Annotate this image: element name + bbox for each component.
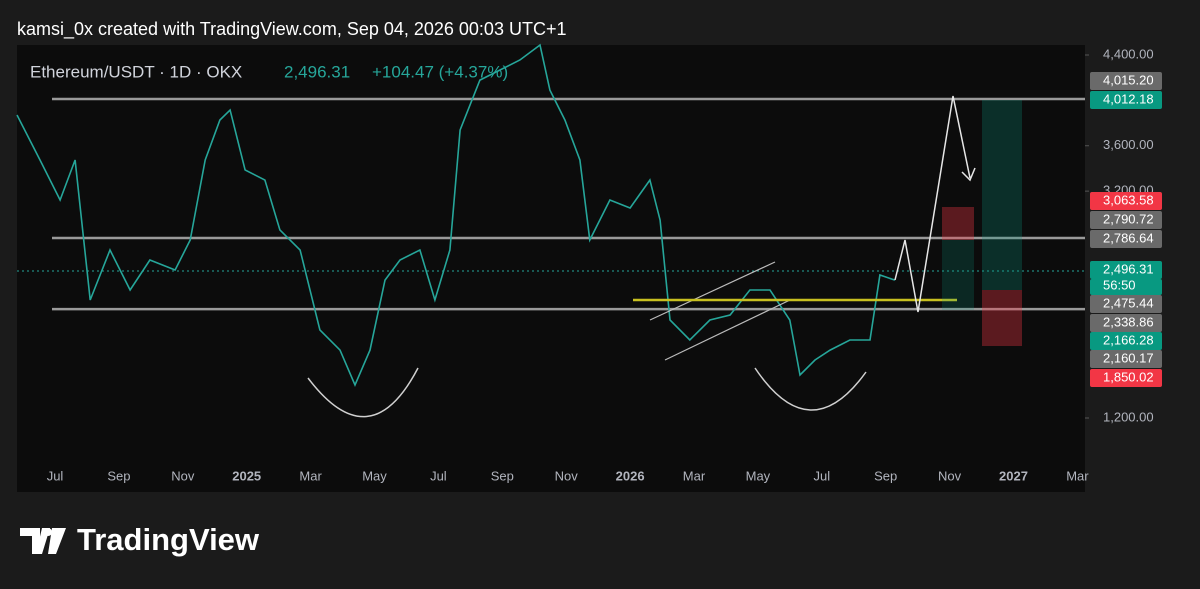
y-tick-label: 3,600.00	[1103, 137, 1154, 152]
x-tick-label: 2025	[232, 468, 261, 483]
x-tick-label: May	[362, 468, 387, 483]
price-badge-label: 56:50	[1103, 277, 1136, 292]
x-tick-label: Jul	[430, 468, 447, 483]
price-badge-label: 2,166.28	[1103, 332, 1154, 347]
price-badge	[1090, 91, 1162, 109]
plot	[16, 43, 1089, 419]
price-badge	[1090, 314, 1162, 332]
price-badge	[1090, 230, 1162, 248]
last-price: 2,496.31	[284, 62, 350, 81]
symbol: Ethereum/USDT · 1D · OKX	[30, 62, 242, 81]
x-tick-label: 2026	[616, 468, 645, 483]
price-badge	[1090, 369, 1162, 387]
price-badge-label: 2,338.86	[1103, 314, 1154, 329]
price-badge	[1090, 261, 1162, 279]
change: +104.47 (+4.37%)	[372, 62, 508, 81]
projection	[894, 95, 971, 313]
stop-zone	[982, 290, 1022, 346]
price-badge-label: 2,475.44	[1103, 295, 1154, 310]
arc	[307, 367, 419, 418]
price-badge-label: 1,850.02	[1103, 369, 1154, 384]
brand-name: TradingView	[77, 522, 260, 557]
x-tick-label: Nov	[171, 468, 195, 483]
x-tick-label: Sep	[107, 468, 130, 483]
x-tick-label: May	[746, 468, 771, 483]
y-tick-label: 4,400.00	[1103, 46, 1154, 61]
price-badge-label: 2,160.17	[1103, 350, 1154, 365]
x-tick-label: Mar	[299, 468, 322, 483]
x-tick-label: Sep	[874, 468, 897, 483]
brand-logo-dot	[44, 528, 52, 536]
price-badge-label: 4,012.18	[1103, 91, 1154, 106]
x-tick-label: Jul	[47, 468, 64, 483]
brand-logo	[20, 528, 66, 554]
x-tick-label: Mar	[1066, 468, 1089, 483]
price-badge-label: 2,496.31	[1103, 261, 1154, 276]
x-tick-label: Sep	[491, 468, 514, 483]
arrow-head	[961, 167, 976, 182]
x-tick-label: 2027	[999, 468, 1028, 483]
credit: kamsi_0x created with TradingView.com, S…	[17, 19, 566, 40]
price-badge	[1090, 211, 1162, 229]
chart-panel	[17, 45, 1085, 492]
price-line	[16, 43, 896, 388]
channel-line	[664, 299, 791, 361]
price-badge	[1090, 279, 1162, 295]
x-tick-label: Nov	[938, 468, 962, 483]
price-badge	[1090, 295, 1162, 313]
price-badge	[1090, 350, 1162, 368]
brand: TradingView	[20, 522, 260, 557]
price-badge-label: 4,015.20	[1103, 72, 1154, 87]
drawings	[307, 95, 1022, 418]
arc	[754, 367, 867, 411]
price-badge-label: 2,790.72	[1103, 211, 1154, 226]
price-badge	[1090, 72, 1162, 90]
legend: Ethereum/USDT · 1D · OKX 2,496.31 +104.4…	[30, 62, 508, 81]
target-zone	[942, 240, 974, 310]
target-zone	[982, 100, 1022, 290]
x-tick-label: Nov	[555, 468, 579, 483]
price-badge-label: 3,063.58	[1103, 192, 1154, 207]
price-badge	[1090, 332, 1162, 350]
stop-zone	[942, 207, 974, 240]
price-badge-label: 2,786.64	[1103, 230, 1154, 245]
x-tick-label: Mar	[683, 468, 706, 483]
channel-line	[649, 261, 776, 321]
price-badge	[1090, 192, 1162, 210]
x-tick-label: Jul	[813, 468, 830, 483]
y-tick-label: 1,200.00	[1103, 409, 1154, 424]
